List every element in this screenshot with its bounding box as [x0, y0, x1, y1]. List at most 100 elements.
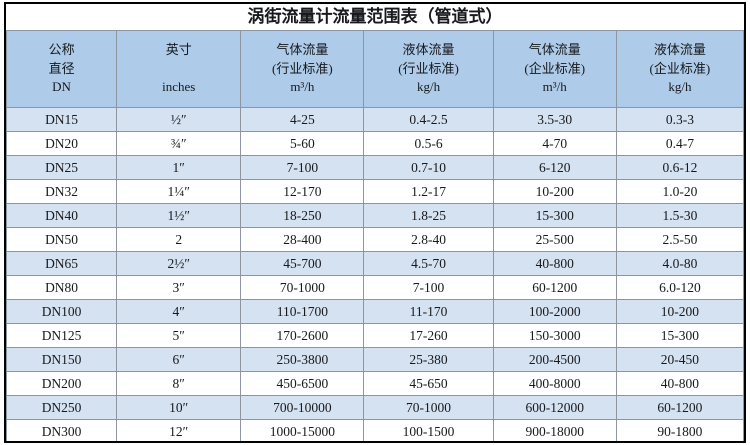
cell-dn: DN65	[6, 251, 118, 276]
cell-liquid-flow-industry: 1.2-17	[363, 179, 494, 204]
cell-liquid-flow-enterprise: 4.0-80	[615, 251, 744, 276]
column-header-liquid-flow-industry: 液体流量 (行业标准) kg/h	[363, 30, 494, 108]
cell-gas-flow-enterprise: 400-8000	[492, 371, 617, 396]
cell-gas-flow-industry: 5-60	[240, 131, 365, 156]
cell-gas-flow-industry: 110-1700	[240, 299, 365, 324]
column-header-line	[118, 60, 240, 79]
cell-liquid-flow-enterprise: 20-450	[615, 347, 744, 372]
cell-gas-flow-enterprise: 10-200	[492, 179, 617, 204]
cell-liquid-flow-industry: 11-170	[363, 299, 494, 324]
cell-gas-flow-industry: 1000-15000	[240, 419, 365, 441]
cell-liquid-flow-enterprise: 90-1800	[615, 419, 744, 441]
cell-inches: 1½″	[116, 203, 242, 228]
cell-liquid-flow-enterprise: 0.4-7	[615, 131, 744, 156]
cell-gas-flow-industry: 45-700	[240, 251, 365, 276]
column-header-line: (行业标准)	[398, 60, 459, 76]
cell-gas-flow-industry: 7-100	[240, 155, 365, 180]
table-row-dn25: DN25 1″ 7-100 0.7-10 6-120 0.6-12	[6, 155, 744, 180]
cell-inches: 10″	[116, 395, 242, 420]
cell-liquid-flow-industry: 70-1000	[363, 395, 494, 420]
cell-gas-flow-industry: 250-3800	[240, 347, 365, 372]
column-header-line: DN	[52, 79, 71, 95]
cell-gas-flow-enterprise: 200-4500	[492, 347, 617, 372]
table-row-dn80: DN80 3″ 70-1000 7-100 60-1200 6.0-120	[6, 275, 744, 300]
cell-gas-flow-enterprise: 6-120	[492, 155, 617, 180]
cell-gas-flow-enterprise: 4-70	[492, 131, 617, 156]
column-header-line: (企业标准)	[524, 60, 586, 76]
cell-gas-flow-enterprise: 900-18000	[492, 419, 617, 441]
column-header-line: (企业标准)	[649, 60, 711, 76]
cell-liquid-flow-industry: 1.8-25	[363, 203, 494, 228]
cell-gas-flow-industry: 700-10000	[240, 395, 365, 420]
cell-liquid-flow-enterprise: 40-800	[615, 371, 744, 396]
column-header-dn: 公称直径 DN	[6, 30, 118, 108]
cell-inches: ¾″	[116, 131, 242, 156]
cell-inches: 2½″	[116, 251, 242, 276]
cell-gas-flow-enterprise: 25-500	[492, 227, 617, 252]
cell-dn: DN50	[6, 227, 118, 252]
cell-gas-flow-industry: 450-6500	[240, 371, 365, 396]
cell-liquid-flow-industry: 25-380	[363, 347, 494, 372]
table-row-dn20: DN20 ¾″ 5-60 0.5-6 4-70 0.4-7	[6, 131, 744, 156]
column-header-gas-flow-enterprise: 气体流量 (企业标准) m³/h	[492, 30, 617, 108]
cell-inches: 8″	[116, 371, 242, 396]
cell-dn: DN150	[6, 347, 118, 372]
cell-dn: DN100	[6, 299, 118, 324]
column-header-line: kg/h	[416, 79, 441, 95]
cell-inches: 2	[116, 227, 242, 252]
cell-liquid-flow-industry: 7-100	[363, 275, 494, 300]
cell-dn: DN40	[6, 203, 118, 228]
cell-gas-flow-enterprise: 60-1200	[492, 275, 617, 300]
cell-dn: DN25	[6, 155, 118, 180]
cell-liquid-flow-industry: 100-1500	[363, 419, 494, 441]
cell-gas-flow-industry: 28-400	[240, 227, 365, 252]
column-header-line: inches	[162, 79, 196, 95]
cell-gas-flow-enterprise: 100-2000	[492, 299, 617, 324]
table-row-dn200: DN200 8″ 450-6500 45-650 400-8000 40-800	[6, 371, 744, 396]
cell-liquid-flow-enterprise: 15-300	[615, 323, 744, 348]
column-header-line: 液体流量	[653, 41, 706, 57]
cell-gas-flow-industry: 18-250	[240, 203, 365, 228]
cell-inches: 4″	[116, 299, 242, 324]
cell-gas-flow-enterprise: 150-3000	[492, 323, 617, 348]
column-header-line: m³/h	[542, 79, 567, 95]
cell-liquid-flow-industry: 0.4-2.5	[363, 107, 494, 132]
column-header-line: 公称	[48, 41, 75, 57]
cell-inches: 12″	[116, 419, 242, 441]
column-header-line: m³/h	[290, 79, 315, 95]
cell-liquid-flow-enterprise: 1.5-30	[615, 203, 744, 228]
cell-dn: DN250	[6, 395, 118, 420]
cell-inches: 1″	[116, 155, 242, 180]
flow-range-grid: 公称 直径 DN 英寸 inches 气体流量 (行业标准) m³/h 液体流量 (行业标准) kg…	[6, 30, 744, 441]
column-header-inches: 英寸 inches	[116, 30, 242, 108]
cell-liquid-flow-enterprise: 0.3-3	[615, 107, 744, 132]
cell-dn: DN20	[6, 131, 118, 156]
cell-dn: DN80	[6, 275, 118, 300]
table-row-dn125: DN125 5″ 170-2600 17-260 150-3000 15-300	[6, 323, 744, 348]
cell-gas-flow-industry: 170-2600	[240, 323, 365, 348]
column-header-line: 液体流量	[402, 41, 455, 57]
table-row-dn50: DN50 2 28-400 2.8-40 25-500 2.5-50	[6, 227, 744, 252]
column-header-line: 英寸	[165, 41, 192, 57]
table-row-dn100: DN100 4″ 110-1700 11-170 100-2000 10-200	[6, 299, 744, 324]
cell-liquid-flow-industry: 17-260	[363, 323, 494, 348]
cell-inches: 1¼″	[116, 179, 242, 204]
table-row-dn250: DN250 10″ 700-10000 70-1000 600-12000 60-1200	[6, 395, 744, 420]
cell-dn: DN32	[6, 179, 118, 204]
cell-liquid-flow-enterprise: 60-1200	[615, 395, 744, 420]
column-header-line: kg/h	[668, 79, 692, 95]
column-header-line: 气体流量	[528, 41, 581, 57]
table-row-dn150: DN150 6″ 250-3800 25-380 200-4500 20-450	[6, 347, 744, 372]
cell-liquid-flow-industry: 2.8-40	[363, 227, 494, 252]
cell-inches: 3″	[116, 275, 242, 300]
table-row-dn40: DN40 1½″ 18-250 1.8-25 15-300 1.5-30	[6, 203, 744, 228]
cell-gas-flow-enterprise: 15-300	[492, 203, 617, 228]
cell-gas-flow-enterprise: 3.5-30	[492, 107, 617, 132]
cell-liquid-flow-industry: 0.7-10	[363, 155, 494, 180]
cell-liquid-flow-enterprise: 1.0-20	[615, 179, 744, 204]
cell-gas-flow-industry: 4-25	[240, 107, 365, 132]
column-header-gas-flow-industry: 气体流量 (行业标准) m³/h	[240, 30, 365, 108]
column-header-line: 直径	[48, 60, 75, 76]
cell-gas-flow-industry: 70-1000	[240, 275, 365, 300]
